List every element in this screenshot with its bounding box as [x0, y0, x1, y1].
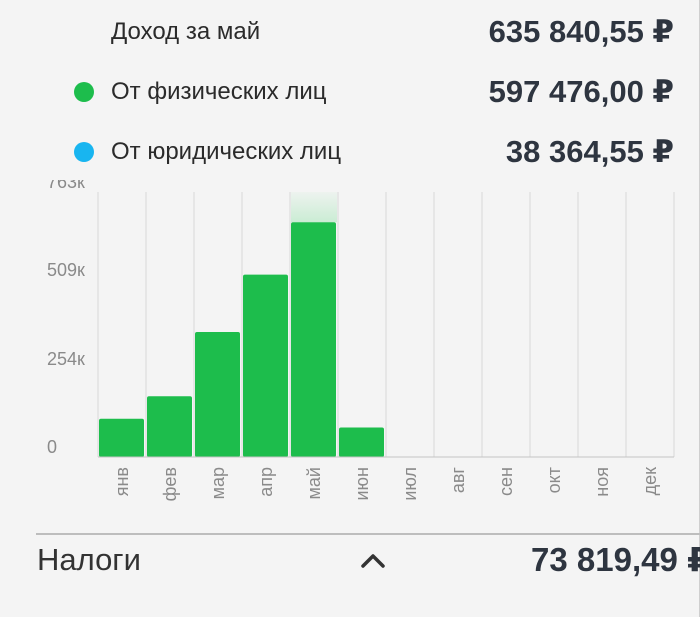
chart-x-tick-label: апр	[256, 467, 276, 497]
taxes-label: Налоги	[37, 542, 141, 577]
chart-x-tick-label: янв	[112, 467, 132, 496]
chart-bar	[243, 274, 288, 457]
taxes-divider	[36, 533, 700, 535]
income-total-row: Доход за май 635 840,55 ₽	[0, 10, 700, 54]
income-legal-value: 38 364,55 ₽	[505, 134, 674, 169]
chart-x-tick-label: ноя	[592, 467, 612, 497]
legal-legend-dot-icon	[74, 142, 94, 162]
chevron-up-icon[interactable]	[356, 544, 390, 578]
income-individuals-row: От физических лиц 597 476,00 ₽	[0, 70, 700, 114]
income-legal-label: От юридических лиц	[111, 138, 342, 165]
income-total-value: 635 840,55 ₽	[488, 14, 674, 49]
income-total-label: Доход за май	[111, 18, 261, 45]
chart-x-tick-label: мар	[208, 467, 228, 499]
chart-y-tick-label: 0	[47, 437, 57, 457]
chart-selected-highlight	[291, 192, 337, 223]
chart-y-tick-label: 763к	[47, 180, 85, 192]
chart-y-tick-label: 509к	[47, 260, 85, 280]
chart-bar	[99, 418, 144, 457]
chart-x-tick-label: май	[304, 467, 324, 499]
chart-x-tick-label: авг	[448, 467, 468, 494]
chart-bar	[291, 222, 336, 457]
chart-bar	[147, 396, 192, 457]
taxes-row[interactable]: Налоги 73 819,49 ₽	[0, 536, 700, 596]
income-individuals-value: 597 476,00 ₽	[488, 74, 674, 109]
chart-bar	[195, 331, 240, 457]
chart-x-tick-label: июл	[400, 467, 420, 501]
taxes-value: 73 819,49 ₽	[531, 541, 700, 578]
chart-x-tick-label: дек	[640, 467, 660, 496]
chart-x-tick-label: июн	[352, 467, 372, 501]
chart-x-tick-label: фев	[160, 467, 180, 501]
chart-x-tick-label: сен	[496, 467, 516, 496]
income-legal-row: От юридических лиц 38 364,55 ₽	[0, 130, 700, 174]
chart-x-tick-label: окт	[544, 467, 564, 493]
individuals-legend-dot-icon	[74, 82, 94, 102]
chart-bar	[339, 427, 384, 457]
chart-y-tick-label: 254к	[47, 349, 85, 369]
monthly-income-chart: 0 254к 509к 763к янв фев мар апр май июн июл авг сен…	[47, 180, 675, 501]
income-individuals-label: От физических лиц	[111, 78, 327, 105]
